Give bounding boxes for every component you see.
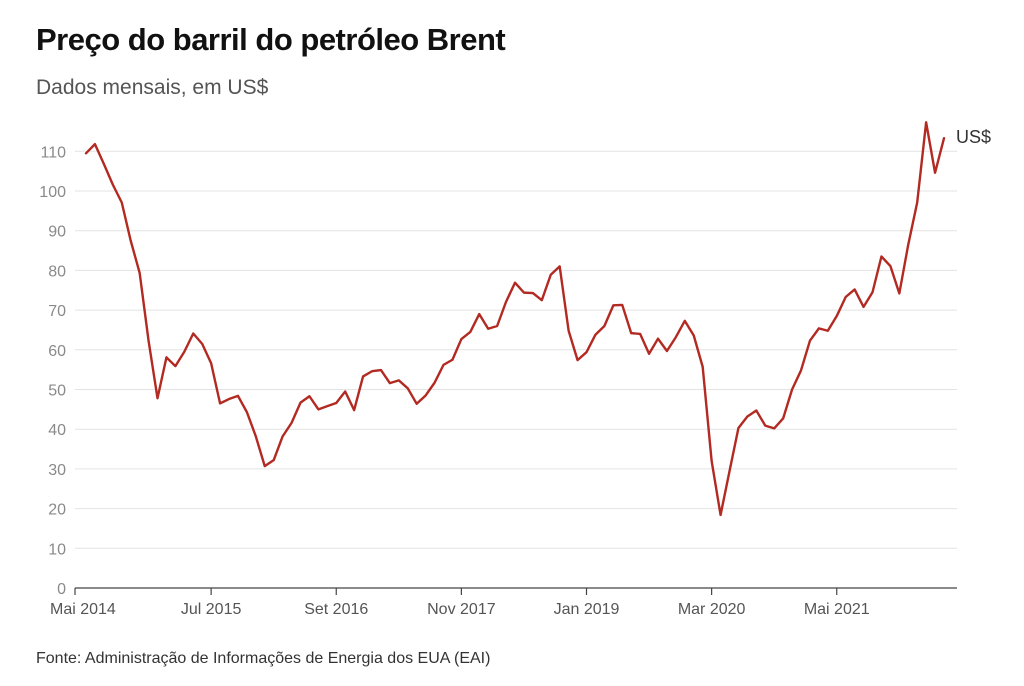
y-tick-label-100: 100 — [39, 184, 66, 201]
x-tick-label-0: Mai 2014 — [50, 601, 116, 618]
y-tick-label-0: 0 — [57, 581, 66, 598]
chart-subtitle: Dados mensais, em US$ — [36, 76, 269, 99]
y-tick-label-50: 50 — [48, 383, 66, 400]
x-tick-label-4: Jan 2019 — [554, 601, 620, 618]
x-tick-label-5: Mar 2020 — [678, 601, 746, 618]
y-tick-label-10: 10 — [48, 541, 66, 558]
y-tick-label-80: 80 — [48, 263, 66, 280]
y-tick-label-40: 40 — [48, 422, 66, 439]
series-line-brent — [84, 121, 946, 517]
series-label-brent: US$ — [956, 127, 991, 147]
y-tick-label-110: 110 — [40, 144, 66, 161]
series-group: US$ — [84, 121, 991, 517]
y-tick-label-90: 90 — [48, 224, 66, 241]
x-axis-ticks: Mai 2014 Jul 2015 Set 2016 Nov 2017 Jan 2019… — [50, 588, 870, 618]
x-tick-label-6: Mai 2021 — [804, 601, 870, 618]
chart-title: Preço do barril do petróleo Brent — [36, 22, 506, 57]
x-tick-label-2: Set 2016 — [304, 601, 368, 618]
y-tick-label-30: 30 — [48, 462, 66, 479]
y-tick-label-20: 20 — [48, 502, 66, 519]
y-axis-ticks: 0 10 20 30 40 50 60 70 80 90 100 110 — [39, 144, 66, 598]
source-note: Fonte: Administração de Informações de E… — [36, 650, 491, 667]
gridlines — [75, 150, 957, 549]
x-tick-label-3: Nov 2017 — [427, 601, 496, 618]
y-tick-label-60: 60 — [48, 343, 66, 360]
y-tick-label-70: 70 — [48, 303, 66, 320]
x-tick-label-1: Jul 2015 — [181, 601, 242, 618]
